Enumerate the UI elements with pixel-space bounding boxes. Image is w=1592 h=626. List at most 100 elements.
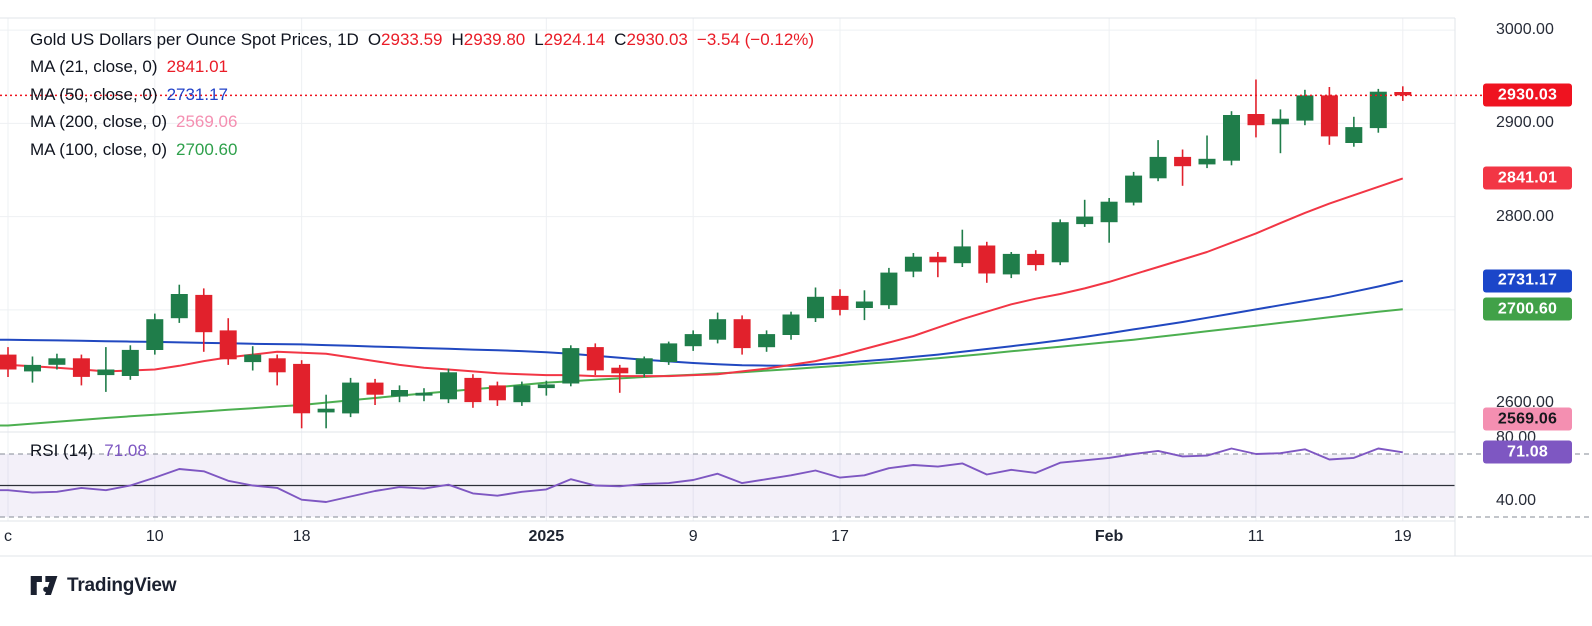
ma200-label: MA (200, close, 0) [30,112,168,132]
candle-body [929,256,947,263]
rsi-line [0,447,1403,503]
candle [24,356,41,383]
candle [1345,116,1363,147]
candle [733,315,751,355]
chart-legend: Gold US Dollars per Ounce Spot Prices, 1… [30,26,814,164]
symbol-title: Gold US Dollars per Ounce Spot Prices, 1… [30,29,359,49]
rsi-value: 71.08 [104,441,147,460]
ma100-badge: 2700.60 [1483,297,1572,321]
candle [831,289,849,316]
candle-body [1247,114,1265,126]
candle [72,354,90,386]
candle-body [586,347,604,371]
rsi-axis-label: 40.00 [1496,492,1537,510]
tradingview-logo-icon [30,576,58,595]
candle-body [635,358,653,375]
candle [1296,89,1314,126]
time-axis-label: 2025 [528,528,565,545]
candle [342,377,360,418]
price-axis-label: 2900.00 [1496,114,1554,132]
candle-body [1320,95,1338,137]
candle-body [488,385,506,401]
candle-body [1223,115,1240,161]
candle [513,381,531,406]
candle [0,347,17,377]
candle [293,360,311,429]
ma100-label: MA (100, close, 0) [30,139,168,159]
candle-body [72,358,90,377]
candle [195,288,213,352]
candle-body [880,272,898,306]
candle-body [709,319,727,340]
symbol-row[interactable]: Gold US Dollars per Ounce Spot Prices, 1… [30,26,814,54]
candle-body [1369,91,1387,129]
ma100-value: 2700.60 [176,139,238,159]
candle-body [1002,253,1020,275]
candle [440,368,457,404]
ma50-row[interactable]: MA (50, close, 0) 2731.17 [30,81,814,109]
candle [1100,198,1118,243]
candle [586,343,604,376]
ohlc-low: L 2924.14 [534,29,606,49]
candle [807,287,824,322]
time-axis-label: 9 [688,528,698,545]
candle-body [24,364,41,372]
candle [1002,252,1020,279]
time-axis-label: 18 [292,528,311,545]
candle [635,356,653,377]
ma21-value: 2841.01 [166,57,229,77]
candle-body [146,319,164,350]
candle [391,385,408,403]
candle [1394,86,1412,101]
ma21-badge: 2841.01 [1483,166,1572,190]
ma50-value: 2731.17 [166,84,229,104]
ohlc-close: C 2930.03 [614,29,688,49]
candle-body [733,319,751,349]
candle-body [782,314,800,335]
price-axis-label: 2600.00 [1496,394,1554,412]
price-axis-label: 3000.00 [1496,21,1554,39]
rsi-label: RSI (14) [30,441,94,460]
candle-body [904,256,922,272]
candle [48,353,66,370]
candle-body [978,245,996,274]
candle [1174,149,1192,186]
candle [1320,87,1338,145]
ma21-row[interactable]: MA (21, close, 0) 2841.01 [30,54,814,82]
candle [758,330,776,352]
candle-body [1394,92,1412,96]
price-change: −3.54 (−0.12%) [696,29,815,49]
time-axis-label: 19 [1393,528,1412,545]
candle [317,394,335,429]
candle [562,345,580,387]
time-axis-label: c [4,528,12,545]
candle-body [244,354,262,363]
candle-body [855,301,873,308]
candle-body [195,294,213,333]
candle-body [1174,156,1192,167]
candle-body [97,369,115,376]
candle [1223,111,1240,166]
candle [660,341,678,365]
ma21-line [0,177,1404,378]
ma200-row[interactable]: MA (200, close, 0) 2569.06 [30,109,814,137]
candle [1271,109,1289,154]
candle-body [366,382,384,395]
candle [684,330,702,351]
candle-body [121,349,139,376]
ma50-badge: 2731.17 [1483,269,1572,293]
time-axis-label: 17 [831,528,849,545]
candle-body [219,330,237,360]
candle [1125,171,1143,206]
candle-body [1076,216,1094,225]
ma100-row[interactable]: MA (100, close, 0) 2700.60 [30,136,814,164]
tradingview-watermark[interactable]: TradingView [29,574,177,597]
rsi-legend-row[interactable]: RSI (14) 71.08 [30,441,147,461]
candle [97,347,115,392]
candle-body [440,372,457,400]
candle [904,253,922,278]
time-axis-label: 10 [145,528,164,545]
ma50-label: MA (50, close, 0) [30,84,158,104]
candle-body [342,382,360,414]
